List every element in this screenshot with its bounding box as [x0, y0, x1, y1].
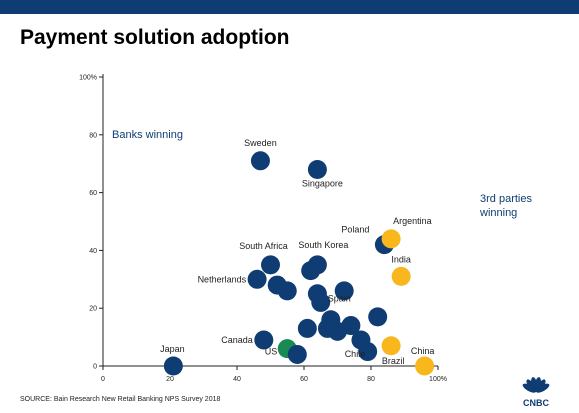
x-tick-label: 100%	[429, 376, 447, 383]
y-tick-label: 80	[89, 132, 97, 139]
point-label-south-korea: South Korea	[298, 240, 348, 250]
top-banner-bar	[0, 0, 579, 14]
x-tick-label: 80	[367, 376, 375, 383]
x-tick-label: 20	[166, 376, 174, 383]
annotation-3rd-parties: 3rd parties	[480, 193, 532, 205]
logo-text: CNBC	[523, 398, 549, 408]
x-tick-label: 60	[300, 376, 308, 383]
axes	[102, 74, 438, 367]
y-tick-label: 100%	[79, 75, 97, 82]
data-point	[368, 307, 388, 327]
data-point-south-africa	[261, 255, 280, 275]
axis-ticks: 00 20 20 40 40 60 60 80 80 100% 100%	[79, 75, 447, 384]
data-point	[334, 281, 354, 301]
data-point	[328, 321, 347, 341]
chart-title: Payment solution adoption	[20, 26, 290, 49]
data-point-brazil	[381, 336, 401, 356]
x-tick-label: 40	[233, 376, 241, 383]
y-tick-label: 60	[89, 190, 97, 197]
data-point	[287, 344, 307, 364]
y-tick-label: 40	[89, 248, 97, 255]
data-point-sweden	[250, 151, 270, 171]
point-label-spain: Spain	[328, 293, 351, 303]
point-label-chile: Chile	[345, 349, 366, 359]
point-label-south-africa: South Africa	[239, 241, 288, 251]
point-label-japan: Japan	[160, 344, 185, 354]
data-point	[277, 281, 297, 301]
annotation-banks-winning: Banks winning	[112, 129, 183, 141]
data-point	[358, 342, 378, 362]
point-labels: Sweden Singapore Poland Argentina India South…	[160, 138, 434, 366]
y-tick-label: 0	[93, 364, 97, 371]
data-point-argentina	[381, 229, 401, 249]
logo-feather	[536, 383, 550, 393]
data-point	[301, 261, 321, 281]
data-point-spain	[311, 292, 331, 312]
point-label-us: US	[265, 347, 278, 357]
data-point-india	[391, 266, 411, 286]
data-point-japan	[163, 356, 183, 376]
point-label-singapore: Singapore	[302, 178, 343, 188]
point-label-canada: Canada	[221, 335, 253, 345]
source-note: SOURCE: Bain Research New Retail Banking…	[20, 396, 221, 403]
point-label-sweden: Sweden	[244, 138, 277, 148]
data-point-canada	[254, 330, 274, 350]
x-tick-label: 0	[101, 376, 105, 383]
point-label-poland: Poland	[341, 225, 369, 235]
point-label-china: China	[411, 346, 435, 356]
y-tick-label: 20	[89, 306, 97, 313]
data-point-netherlands	[247, 269, 267, 289]
data-point	[297, 318, 317, 338]
cnbc-peacock-icon: CNBC	[522, 377, 550, 408]
data-points	[163, 151, 435, 376]
point-label-netherlands: Netherlands	[198, 274, 247, 284]
data-point-china	[415, 356, 435, 376]
point-label-brazil: Brazil	[382, 356, 405, 366]
point-label-argentina: Argentina	[393, 216, 432, 226]
annotation-winning: winning	[479, 207, 517, 219]
point-label-india: India	[391, 254, 411, 264]
data-point-singapore	[307, 159, 327, 179]
